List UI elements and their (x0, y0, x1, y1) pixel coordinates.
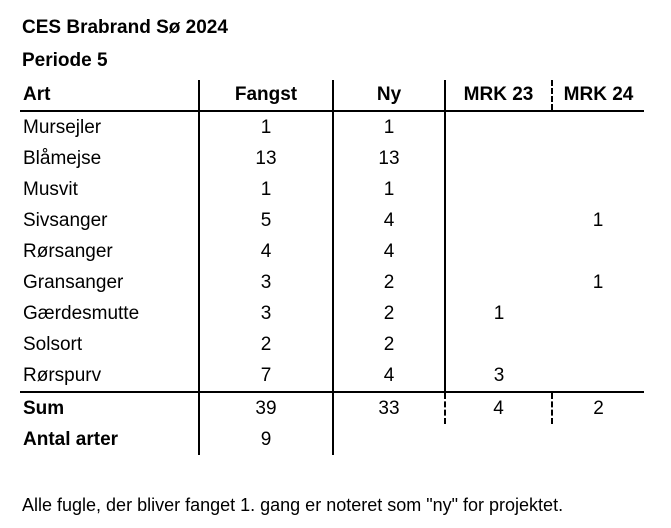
cell-mrk24 (552, 174, 644, 205)
cell-ny: 1 (332, 174, 445, 205)
cell-art: Rørsanger (23, 240, 113, 262)
cell-ny: 2 (332, 267, 445, 298)
table-row: Sivsanger 5 4 1 (20, 205, 644, 236)
cell-mrk24 (552, 111, 644, 143)
cell-ny: 13 (332, 143, 445, 174)
period-subtitle: Periode 5 (22, 50, 108, 71)
cell-mrk23: 3 (444, 360, 552, 392)
cell-art: Gransanger (23, 271, 124, 293)
cell-fangst: 5 (198, 205, 333, 236)
cell-mrk24 (552, 298, 644, 329)
species-count-label: Antal arter (23, 428, 119, 450)
cell-fangst: 2 (198, 329, 333, 360)
cell-mrk23: 1 (444, 298, 552, 329)
cell-mrk24 (552, 329, 644, 360)
cell-fangst: 7 (198, 360, 333, 392)
table-row: Gærdesmutte 3 2 1 (20, 298, 644, 329)
header-mrk23: MRK 23 (444, 80, 552, 112)
header-art: Art (20, 80, 199, 112)
cell-fangst: 3 (198, 267, 333, 298)
table-row: Rørsanger 4 4 (20, 236, 644, 267)
table-row: Solsort 2 2 (20, 329, 644, 360)
cell-art: Musvit (23, 178, 78, 200)
cell-fangst: 13 (198, 143, 333, 174)
table-header-row: Art Fangst Ny MRK 23 MRK 24 (20, 80, 644, 112)
cell-fangst: 3 (198, 298, 333, 329)
cell-ny: 1 (332, 111, 445, 143)
species-count-empty (332, 424, 445, 455)
catch-table: Art Fangst Ny MRK 23 MRK 24 Mursejler 1 1 B… (20, 80, 644, 455)
sum-mrk24: 2 (551, 391, 644, 424)
table-body: Mursejler 1 1 Blåmejse 13 13 Musvit 1 1 Sivsanger… (20, 111, 644, 392)
cell-mrk23 (444, 143, 552, 174)
cell-fangst: 1 (198, 111, 333, 143)
cell-fangst: 4 (198, 236, 333, 267)
species-count-empty (552, 424, 644, 455)
sum-row: Sum 39 33 4 2 (20, 391, 644, 424)
cell-mrk24 (552, 236, 644, 267)
species-count-value: 9 (198, 424, 333, 455)
cell-art: Rørspurv (23, 364, 102, 386)
cell-art: Gærdesmutte (23, 302, 140, 324)
cell-art: Mursejler (23, 116, 102, 138)
cell-mrk24: 1 (592, 271, 604, 293)
sum-ny: 33 (332, 391, 445, 424)
cell-mrk23 (444, 267, 552, 298)
cell-mrk23 (444, 236, 552, 267)
sum-mrk23: 4 (444, 391, 552, 424)
header-fangst: Fangst (198, 80, 333, 112)
cell-ny: 4 (332, 360, 445, 392)
cell-mrk24 (552, 143, 644, 174)
cell-mrk23 (444, 174, 552, 205)
table-row: Rørspurv 7 4 3 (20, 360, 644, 392)
cell-ny: 2 (332, 329, 445, 360)
cell-art: Sivsanger (23, 209, 108, 231)
species-count-empty (445, 424, 552, 455)
cell-mrk24 (552, 360, 644, 392)
sum-label: Sum (20, 391, 199, 424)
cell-ny: 2 (332, 298, 445, 329)
document-title: CES Brabrand Sø 2024 (22, 17, 228, 38)
table-row: Blåmejse 13 13 (20, 143, 644, 174)
cell-fangst: 1 (198, 174, 333, 205)
header-ny: Ny (332, 80, 445, 112)
cell-mrk23 (444, 329, 552, 360)
table-row: Mursejler 1 1 (20, 111, 644, 143)
cell-mrk23 (444, 111, 552, 143)
sum-fangst: 39 (198, 391, 333, 424)
species-count-row: Antal arter 9 (20, 424, 644, 455)
cell-ny: 4 (332, 205, 445, 236)
cell-ny: 4 (332, 236, 445, 267)
table-row: Musvit 1 1 (20, 174, 644, 205)
cell-art: Solsort (23, 333, 83, 355)
footnote: Alle fugle, der bliver fanget 1. gang er… (22, 495, 564, 515)
cell-mrk23 (444, 205, 552, 236)
cell-mrk24: 1 (592, 209, 604, 231)
table-row: Gransanger 3 2 1 (20, 267, 644, 298)
header-mrk24: MRK 24 (551, 80, 644, 112)
cell-art: Blåmejse (23, 147, 102, 169)
